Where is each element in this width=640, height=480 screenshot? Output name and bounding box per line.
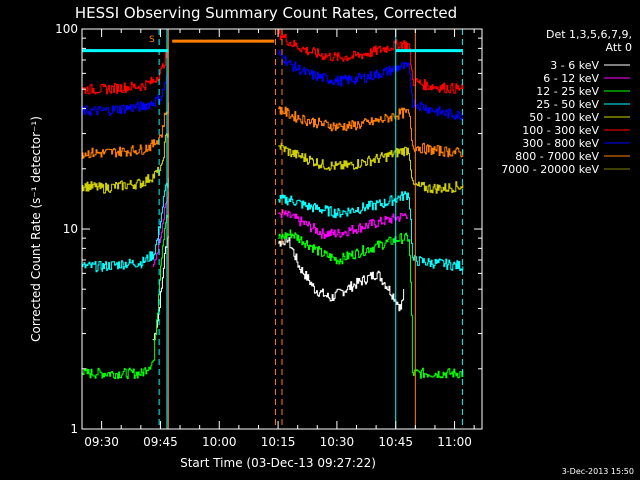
legend-label-0: 3 - 6 keV bbox=[550, 59, 599, 72]
legend-label-7: 800 - 7000 keV bbox=[515, 150, 599, 163]
timestamp: 3-Dec-2013 15:50 bbox=[562, 467, 634, 476]
y-tick-label-1: 10 bbox=[63, 222, 78, 236]
x-tick-label-3: 10:15 bbox=[261, 435, 296, 449]
legend-label-8: 7000 - 20000 keV bbox=[501, 163, 599, 176]
annotation-marker: S bbox=[149, 35, 155, 45]
flags-layer bbox=[82, 29, 463, 429]
series-line-4-seg-0 bbox=[82, 133, 169, 194]
legend-title-line-2: Att 0 bbox=[606, 41, 632, 54]
series-line-1-seg-1 bbox=[278, 209, 409, 239]
x-tick-label-6: 11:00 bbox=[437, 435, 472, 449]
series-line-3-seg-1 bbox=[278, 191, 464, 271]
x-tick-label-5: 10:45 bbox=[378, 435, 413, 449]
series-layer bbox=[82, 29, 464, 380]
legend-label-6: 300 - 800 keV bbox=[522, 137, 599, 150]
ticks-layer: 09:30 09:45 10:00 10:15 10:30 10:45 11:00 1 10 10… bbox=[55, 22, 482, 449]
series-line-7-seg-0 bbox=[82, 102, 169, 159]
y-tick-label-2: 100 bbox=[55, 22, 78, 36]
series-line-0-seg-0 bbox=[152, 236, 169, 341]
x-axis-label: Start Time (03-Dec-13 09:27:22) bbox=[180, 456, 376, 470]
series-line-5-seg-0 bbox=[82, 49, 169, 95]
legend-label-1: 6 - 12 keV bbox=[543, 72, 599, 85]
series-line-6-seg-1 bbox=[278, 49, 464, 121]
legend-label-4: 50 - 100 keV bbox=[529, 111, 599, 124]
series-line-3-seg-0 bbox=[82, 177, 169, 273]
x-tick-label-1: 09:45 bbox=[143, 435, 178, 449]
legend-title-line-1: Det 1,3,5,6,7,9, bbox=[546, 28, 632, 41]
legend-label-3: 25 - 50 keV bbox=[536, 98, 599, 111]
y-axis-label: Corrected Count Rate (s⁻¹ detector⁻¹) bbox=[29, 116, 43, 342]
series-line-7-seg-1 bbox=[278, 106, 464, 158]
series-line-0-seg-1 bbox=[278, 233, 405, 312]
series-line-2-seg-1 bbox=[278, 229, 464, 379]
chart-title: HESSI Observing Summary Count Rates, Cor… bbox=[75, 4, 457, 22]
x-tick-label-0: 09:30 bbox=[84, 435, 119, 449]
series-line-5-seg-1 bbox=[278, 29, 464, 94]
series-line-4-seg-1 bbox=[278, 142, 464, 194]
legend-label-2: 12 - 25 keV bbox=[536, 85, 599, 98]
y-tick-label-0: 1 bbox=[70, 422, 78, 436]
series-line-2-seg-0 bbox=[82, 214, 169, 380]
legend-label-5: 100 - 300 keV bbox=[522, 124, 599, 137]
x-tick-label-2: 10:00 bbox=[202, 435, 237, 449]
series-line-1-seg-0 bbox=[152, 191, 169, 267]
x-tick-label-4: 10:30 bbox=[320, 435, 355, 449]
series-line-6-seg-0 bbox=[82, 73, 169, 116]
